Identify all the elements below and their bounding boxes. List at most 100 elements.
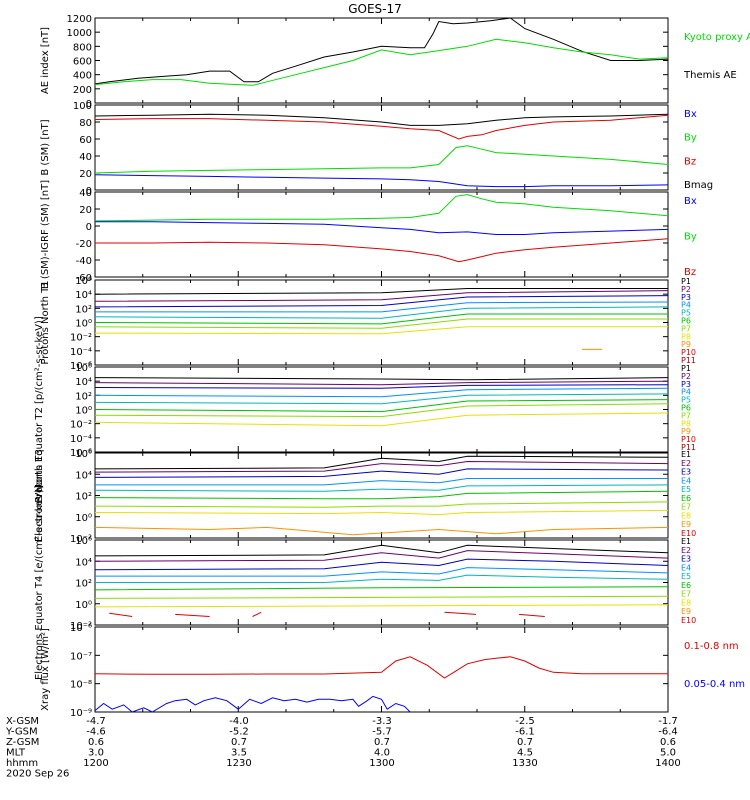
- legend-label: 0.1-0.8 nm: [684, 641, 739, 652]
- channel-fragment: [252, 611, 262, 617]
- channel-line: [95, 295, 668, 308]
- series-line: [95, 695, 411, 712]
- footer-value: -6.4: [658, 727, 678, 738]
- legend-label: P6: [681, 404, 691, 413]
- footer-value: 1200: [83, 758, 108, 769]
- legend-label: E5: [681, 572, 691, 581]
- y-tick-label: 10⁶: [75, 449, 92, 460]
- footer-row-label: Y-GSM: [5, 727, 38, 738]
- series-line: [95, 194, 668, 222]
- channel-line: [95, 399, 668, 413]
- legend-label: P11: [681, 356, 696, 365]
- legend-label: P9: [681, 340, 691, 349]
- legend-label: P3: [681, 293, 691, 302]
- legend-label: P8: [681, 332, 691, 341]
- series-line: [95, 38, 668, 86]
- y-tick-label: 100: [73, 101, 92, 112]
- legend-label: E3: [681, 468, 691, 477]
- panel-1: 0 200 400 600 800 1000 1200 AE index [nT] Kyoto …: [40, 14, 750, 110]
- panel-series: [95, 544, 668, 617]
- channel-line: [95, 377, 668, 381]
- footer-value: -4.6: [86, 727, 106, 738]
- legend-label: Bx: [684, 196, 697, 207]
- footer-value: 0.7: [374, 737, 390, 748]
- y-tick-label: 10⁰: [75, 513, 92, 524]
- y-tick-label: -60: [76, 273, 92, 284]
- legend-label: P7: [681, 324, 691, 333]
- channel-line: [95, 558, 668, 571]
- panel-frame: [94, 17, 669, 104]
- footer-value: 4.5: [517, 748, 533, 759]
- y-tick-label: 10⁴: [75, 470, 92, 481]
- y-tick-label: 400: [73, 71, 92, 82]
- panel-frame: [94, 191, 669, 278]
- y-tick-label: 20: [79, 169, 92, 180]
- channel-line: [95, 393, 668, 405]
- channel-line: [95, 412, 668, 427]
- y-tick-label: 10⁻²: [70, 534, 92, 545]
- y-tick-label: 0: [86, 222, 92, 233]
- channel-line: [95, 468, 668, 478]
- footer-value: -5.2: [229, 727, 249, 738]
- legend-label: P2: [681, 372, 691, 381]
- channel-line: [95, 301, 668, 313]
- legend-label: E10: [681, 616, 696, 625]
- legend-label: P3: [681, 380, 691, 389]
- footer-value: 4.0: [374, 748, 390, 759]
- footer-value: 1300: [369, 758, 394, 769]
- legend-label: By: [684, 232, 697, 243]
- panel-3: -60 -40 -20 0 20 40 B (SM)-IGRF (SM) [nT] Bx By B…: [40, 180, 697, 289]
- legend-label: P1: [681, 277, 691, 286]
- y-tick-label: 10⁻⁶: [70, 448, 92, 459]
- y-tick-label: 10⁴: [75, 557, 92, 568]
- panel-frame: [94, 104, 669, 191]
- channel-line: [95, 455, 668, 470]
- channel-line: [95, 306, 668, 319]
- footer-value: 5.0: [660, 748, 676, 759]
- panel-series: [95, 194, 668, 263]
- footer-row-label: hhmm: [6, 758, 38, 769]
- legend-label: E8: [681, 598, 691, 607]
- series-line: [95, 18, 668, 85]
- channel-line: [95, 387, 668, 398]
- channel-line: [95, 460, 668, 473]
- figure-title: GOES-17: [348, 2, 402, 16]
- legend-label: E4: [681, 563, 691, 572]
- channel-line: [95, 318, 668, 329]
- legend-label: P4: [681, 388, 691, 397]
- channel-line: [95, 403, 668, 418]
- legend-label: P4: [681, 301, 691, 310]
- series-line: [95, 145, 668, 174]
- y-tick-label: 10⁰: [75, 600, 92, 611]
- y-tick-label: 10²: [75, 304, 92, 315]
- legend-label: E9: [681, 607, 691, 616]
- legend-label: E1: [681, 537, 691, 546]
- panel-frame: [94, 366, 669, 453]
- footer-value: 0.6: [660, 737, 676, 748]
- legend-label: E7: [681, 503, 691, 512]
- series-line: [95, 221, 668, 235]
- footer-value: 0.6: [88, 737, 104, 748]
- y-axis-label: Protons Equator T2 [p/(cm²-s-sr-keV)]: [34, 316, 45, 503]
- panel-series: [95, 455, 668, 536]
- y-axis-label: Electrons Equator T4 [e/(cm²-s-sr-keV)]: [34, 485, 45, 680]
- panel-series: [95, 288, 668, 350]
- channel-line: [95, 567, 668, 577]
- legend-label: E7: [681, 590, 691, 599]
- y-tick-label: 1000: [67, 28, 92, 39]
- y-axis-label: AE index [nT]: [40, 27, 51, 94]
- y-tick-label: 10⁻²: [70, 621, 92, 632]
- channel-line: [95, 544, 668, 557]
- legend-label: Bx: [684, 109, 697, 120]
- legend-label: P11: [681, 443, 696, 452]
- channel-fragment: [109, 612, 133, 617]
- legend-label: P10: [681, 435, 696, 444]
- legend-label: Bz: [684, 267, 696, 278]
- legend-label: P1: [681, 364, 691, 373]
- y-tick-label: 10⁻²: [70, 333, 92, 344]
- legend-label: E8: [681, 511, 691, 520]
- legend-label: P8: [681, 419, 691, 428]
- footer-value: 0.7: [517, 737, 533, 748]
- panel-2: 0 20 40 60 80 100 B (SM) [nT] Bx By Bz Bmag: [40, 101, 713, 197]
